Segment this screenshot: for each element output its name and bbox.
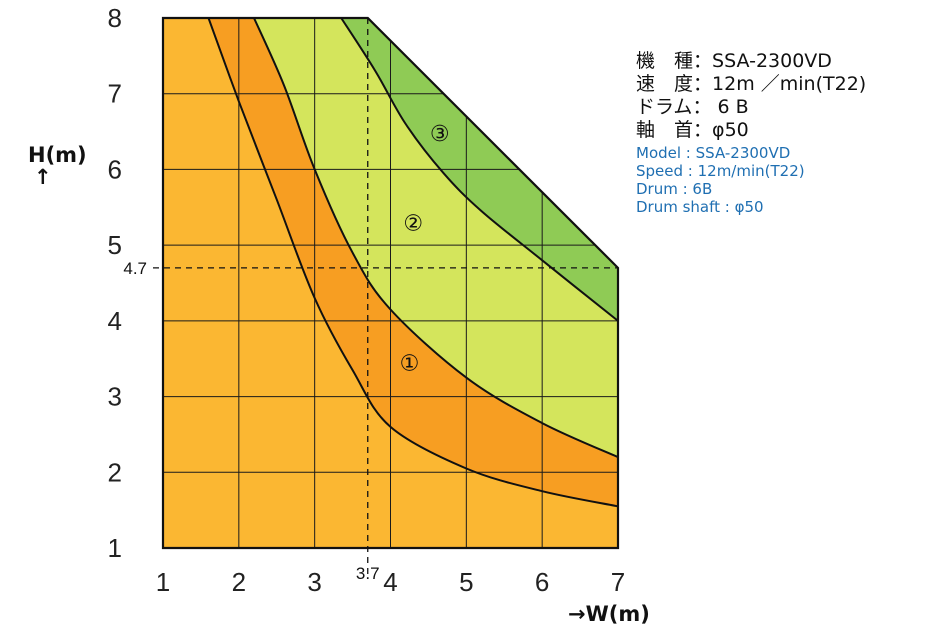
y-tick-label: 3 — [108, 382, 122, 412]
spec-row-jp: 軸 首：φ50 — [636, 119, 866, 142]
y-tick-label: 7 — [108, 79, 122, 109]
spec-jp-key: 機 種 — [636, 50, 694, 72]
spec-jp-value: 12m ／min(T22) — [712, 73, 867, 95]
zone-boundary-curve-2 — [340, 18, 618, 322]
reference-x-label: 3.7 — [356, 564, 380, 583]
y-tick-label: 4 — [108, 306, 122, 336]
zone-label-1: ① — [400, 352, 420, 377]
y-tick-label: 5 — [108, 230, 122, 260]
curves-layer: ① ② ③ — [207, 18, 618, 508]
spec-jp-value: SSA-2300VD — [712, 50, 832, 72]
zone-label-3: ③ — [430, 122, 450, 147]
reference-y-label: 4.7 — [123, 259, 147, 278]
x-tick-label: 5 — [459, 567, 473, 597]
zone-label-2: ② — [403, 211, 423, 236]
spec-jp-sep: ： — [693, 73, 713, 95]
reference-lines: 3.7 4.7 — [123, 18, 618, 583]
spec-jp-key: 軸 首 — [636, 119, 694, 141]
y-tick-label: 2 — [108, 457, 122, 487]
x-tick-label: 6 — [535, 567, 549, 597]
spec-row-en: Model : SSA-2300VD — [636, 144, 791, 162]
spec-jp-value: φ50 — [712, 119, 749, 141]
y-tick-label: 1 — [108, 533, 122, 563]
spec-row-en: Drum : 6B — [636, 180, 713, 198]
zones-layer — [163, 18, 618, 548]
zone-boundary-curve-1 — [253, 18, 618, 459]
x-tick-label: 1 — [156, 567, 170, 597]
spec-jp-sep: ： — [693, 119, 713, 141]
x-tick-label: 3 — [307, 567, 321, 597]
spec-row-jp: 機 種：SSA-2300VD — [636, 50, 866, 73]
spec-row-en: Drum shaft : φ50 — [636, 198, 764, 216]
x-axis-title: →W(m) — [568, 602, 650, 626]
spec-jp-sep: ： — [692, 96, 712, 118]
x-tick-label: 7 — [611, 567, 625, 597]
y-axis-arrow: ↑ — [34, 165, 52, 189]
spec-row-jp: 速 度：12m ／min(T22) — [636, 73, 866, 96]
spec-list-en: Model : SSA-2300VD Speed : 12m/min(T22) Dr… — [636, 144, 866, 216]
spec-jp-key: 速 度 — [636, 73, 694, 95]
x-tick-label: 4 — [383, 567, 397, 597]
spec-jp-sep: ： — [693, 50, 713, 72]
x-tick-label: 2 — [232, 567, 246, 597]
spec-jp-key: ドラム — [636, 96, 693, 118]
y-tick-label: 6 — [108, 154, 122, 184]
y-tick-label: 8 — [108, 3, 122, 33]
spec-jp-value: 6 B — [711, 96, 749, 118]
spec-row-en: Speed : 12m/min(T22) — [636, 162, 805, 180]
spec-row-jp: ドラム： 6 B — [636, 96, 866, 119]
chart-envelope-border — [161, 16, 620, 550]
tick-labels: 1 2 3 4 5 6 7 1 2 3 4 5 6 7 8 — [108, 3, 626, 597]
zone-boundary-curve-3 — [207, 18, 618, 508]
y-axis-title: H(m) — [28, 143, 87, 167]
